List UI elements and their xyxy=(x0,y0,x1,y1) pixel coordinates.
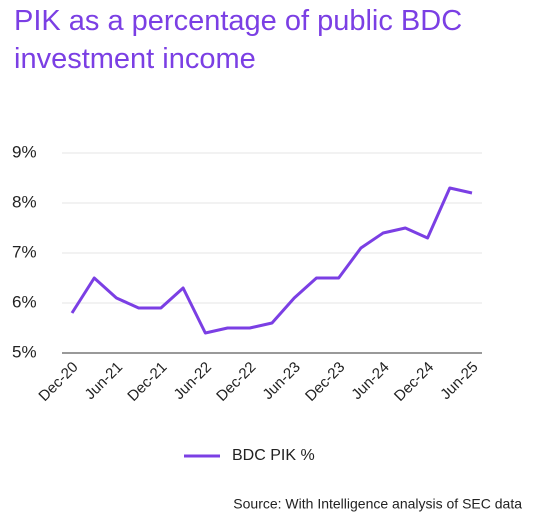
y-tick-label: 6% xyxy=(12,292,37,311)
x-tick-label: Jun-22 xyxy=(171,359,215,403)
x-tick-label: Jun-21 xyxy=(82,359,126,403)
x-tick-label: Jun-24 xyxy=(348,359,392,403)
x-tick-label: Dec-23 xyxy=(302,359,348,405)
x-tick-label: Dec-24 xyxy=(391,359,437,405)
y-tick-label: 7% xyxy=(12,242,37,261)
legend-label: BDC PIK % xyxy=(232,447,315,464)
line xyxy=(70,186,473,335)
x-tick-label: Dec-21 xyxy=(124,359,170,405)
y-tick-label: 5% xyxy=(12,342,37,361)
x-tick-label: Jun-25 xyxy=(437,359,481,403)
x-tick-label: Dec-22 xyxy=(213,359,259,405)
y-tick-label: 8% xyxy=(12,192,37,211)
x-tick-label: Jun-23 xyxy=(259,359,303,403)
x-tick-label: Dec-20 xyxy=(35,359,81,405)
source: Source: With Intelligence analysis of SE… xyxy=(233,496,522,512)
chart-title: PIK as a percentage of public BDC invest… xyxy=(14,5,463,75)
y-tick-label: 9% xyxy=(12,142,37,161)
